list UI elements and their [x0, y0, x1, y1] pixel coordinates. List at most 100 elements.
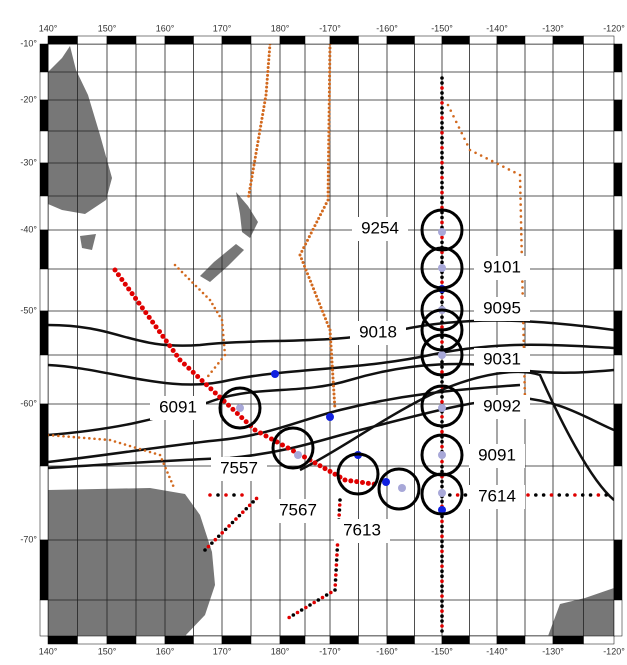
- track-dot: [168, 475, 171, 479]
- track-dot: [328, 74, 332, 78]
- station-circle: [271, 426, 315, 470]
- station-dot: [271, 370, 279, 378]
- border-segment: [613, 162, 623, 197]
- track-dot: [596, 493, 601, 497]
- track-dot: [440, 170, 444, 175]
- track-dot: [588, 493, 593, 497]
- track-dot: [440, 180, 444, 185]
- track-dot: [333, 404, 337, 408]
- track-dot: [249, 179, 253, 183]
- track-dot: [327, 102, 331, 106]
- track-dot: [520, 250, 524, 254]
- station-circle: [420, 246, 464, 290]
- track-dot: [513, 170, 516, 174]
- track-dot: [440, 91, 444, 95]
- border-segment: [613, 71, 623, 101]
- track-dot: [440, 544, 444, 549]
- track-dot: [360, 480, 365, 485]
- track-dot: [440, 524, 444, 529]
- track-dot: [440, 295, 444, 300]
- track-dot: [150, 319, 156, 325]
- track-dot: [522, 327, 525, 331]
- label-bg: [474, 395, 530, 419]
- track-dot: [440, 240, 444, 245]
- australia: [48, 46, 112, 214]
- track-dot: [248, 186, 252, 190]
- station-dot: [438, 489, 446, 497]
- track-dot: [520, 244, 523, 248]
- track-dot: [327, 158, 331, 162]
- border-segment: [39, 71, 49, 101]
- track-dot: [440, 76, 444, 80]
- track-dot: [331, 376, 335, 380]
- track-dot: [268, 46, 272, 50]
- border-segment: [47, 635, 78, 645]
- track-dot: [319, 306, 323, 309]
- border-segment: [193, 635, 223, 645]
- border-segment: [613, 268, 623, 312]
- track-dot: [265, 81, 269, 85]
- track-dot: [490, 159, 494, 163]
- track-dot: [162, 462, 166, 466]
- track-dot: [440, 175, 444, 180]
- track-dot: [474, 151, 477, 155]
- border-segment: [613, 43, 623, 73]
- map-border: [39, 35, 623, 645]
- station-label: 7614: [478, 486, 516, 505]
- front: [47, 343, 615, 386]
- track-dot: [304, 268, 308, 272]
- border-segment: [135, 635, 166, 645]
- track-dot: [250, 175, 254, 179]
- label-bg: [334, 519, 390, 543]
- lon-label: -140°: [486, 646, 508, 656]
- track-dot: [223, 353, 227, 357]
- track-dot: [329, 344, 333, 348]
- track-dot: [326, 170, 330, 174]
- track-dot: [220, 357, 223, 361]
- border-segment: [304, 635, 331, 645]
- track-dot: [220, 318, 224, 322]
- track-dot: [440, 574, 444, 579]
- border-segment: [386, 35, 415, 45]
- track-dot: [203, 382, 209, 388]
- track-dot: [309, 279, 312, 283]
- track-dot: [440, 579, 444, 583]
- track-dot: [158, 453, 162, 457]
- border-segment: [250, 35, 281, 45]
- lon-label: -160°: [376, 23, 398, 33]
- border-segment: [414, 635, 443, 645]
- track-dot: [440, 400, 444, 404]
- track-dot: [440, 111, 444, 115]
- track-dot: [311, 227, 315, 231]
- front: [299, 370, 615, 501]
- track-dot: [143, 449, 147, 452]
- border-segment: [304, 35, 331, 45]
- track-dot: [440, 190, 444, 195]
- track-dot: [280, 442, 285, 448]
- track-dot: [440, 479, 444, 484]
- track-dot: [460, 131, 464, 135]
- tasmania: [80, 234, 96, 250]
- track-dot: [521, 321, 525, 325]
- track-dot: [440, 380, 444, 384]
- track-dot: [262, 105, 266, 109]
- track-dot: [440, 569, 444, 574]
- track-dot: [258, 128, 262, 132]
- track-dot: [454, 120, 458, 124]
- border-segment: [39, 43, 49, 73]
- track-dot: [201, 291, 205, 295]
- track-dot: [519, 226, 523, 230]
- track-dot: [334, 563, 339, 567]
- track-dot: [324, 202, 328, 206]
- station-label: 9101: [483, 257, 521, 276]
- label-bg: [469, 485, 525, 509]
- track-dot: [265, 77, 269, 81]
- track-dot: [180, 270, 184, 274]
- track-dot: [128, 444, 132, 448]
- track-dot: [210, 541, 214, 545]
- track-dot: [309, 231, 313, 235]
- track-dot: [138, 447, 142, 451]
- track-dot: [440, 559, 444, 564]
- track-dot: [440, 370, 444, 374]
